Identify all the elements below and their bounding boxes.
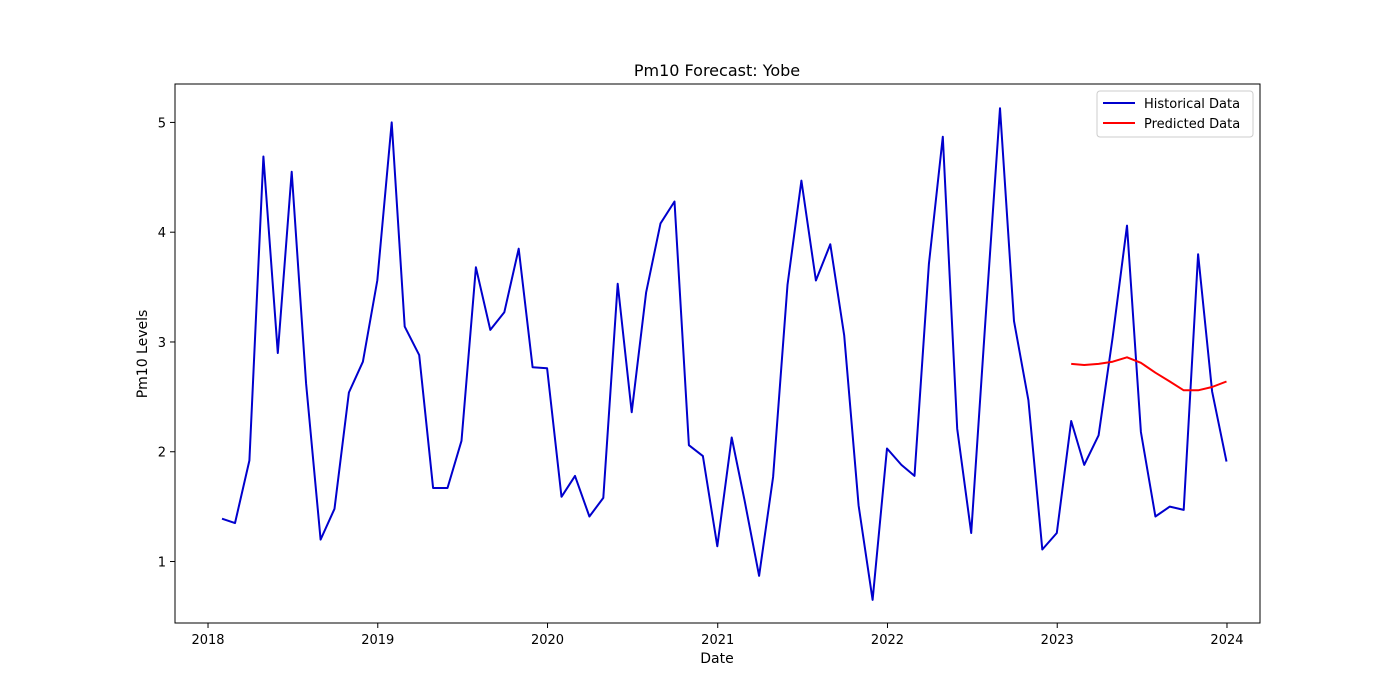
x-tick-label: 2020 <box>531 633 564 648</box>
legend: Historical Data Predicted Data <box>1096 90 1254 138</box>
y-tick-label: 1 <box>158 556 166 571</box>
x-axis-label: Date <box>700 651 733 667</box>
plot-lines <box>221 107 1228 601</box>
y-axis-label: Pm10 Levels <box>135 310 151 399</box>
x-tick-label: 2018 <box>191 633 224 648</box>
y-tick-label: 3 <box>158 336 166 351</box>
x-tick-label: 2022 <box>871 633 904 648</box>
y-axis: 1 2 3 4 5 <box>158 116 175 571</box>
legend-historical-label: Historical Data <box>1144 97 1240 112</box>
chart-title: Pm10 Forecast: Yobe <box>634 61 800 80</box>
x-tick-label: 2024 <box>1210 633 1243 648</box>
x-tick-label: 2021 <box>701 633 734 648</box>
y-tick-label: 5 <box>158 116 166 131</box>
y-tick-label: 4 <box>158 226 166 241</box>
series-line-historical <box>221 107 1228 601</box>
x-tick-label: 2023 <box>1041 633 1074 648</box>
x-axis: 2018 2019 2020 2021 2022 2023 2024 <box>191 623 1244 648</box>
legend-predicted-label: Predicted Data <box>1144 117 1240 132</box>
series-line-predicted <box>1071 356 1227 392</box>
legend-box <box>1096 90 1254 138</box>
y-tick-label: 2 <box>158 446 166 461</box>
x-tick-label: 2019 <box>361 633 394 648</box>
